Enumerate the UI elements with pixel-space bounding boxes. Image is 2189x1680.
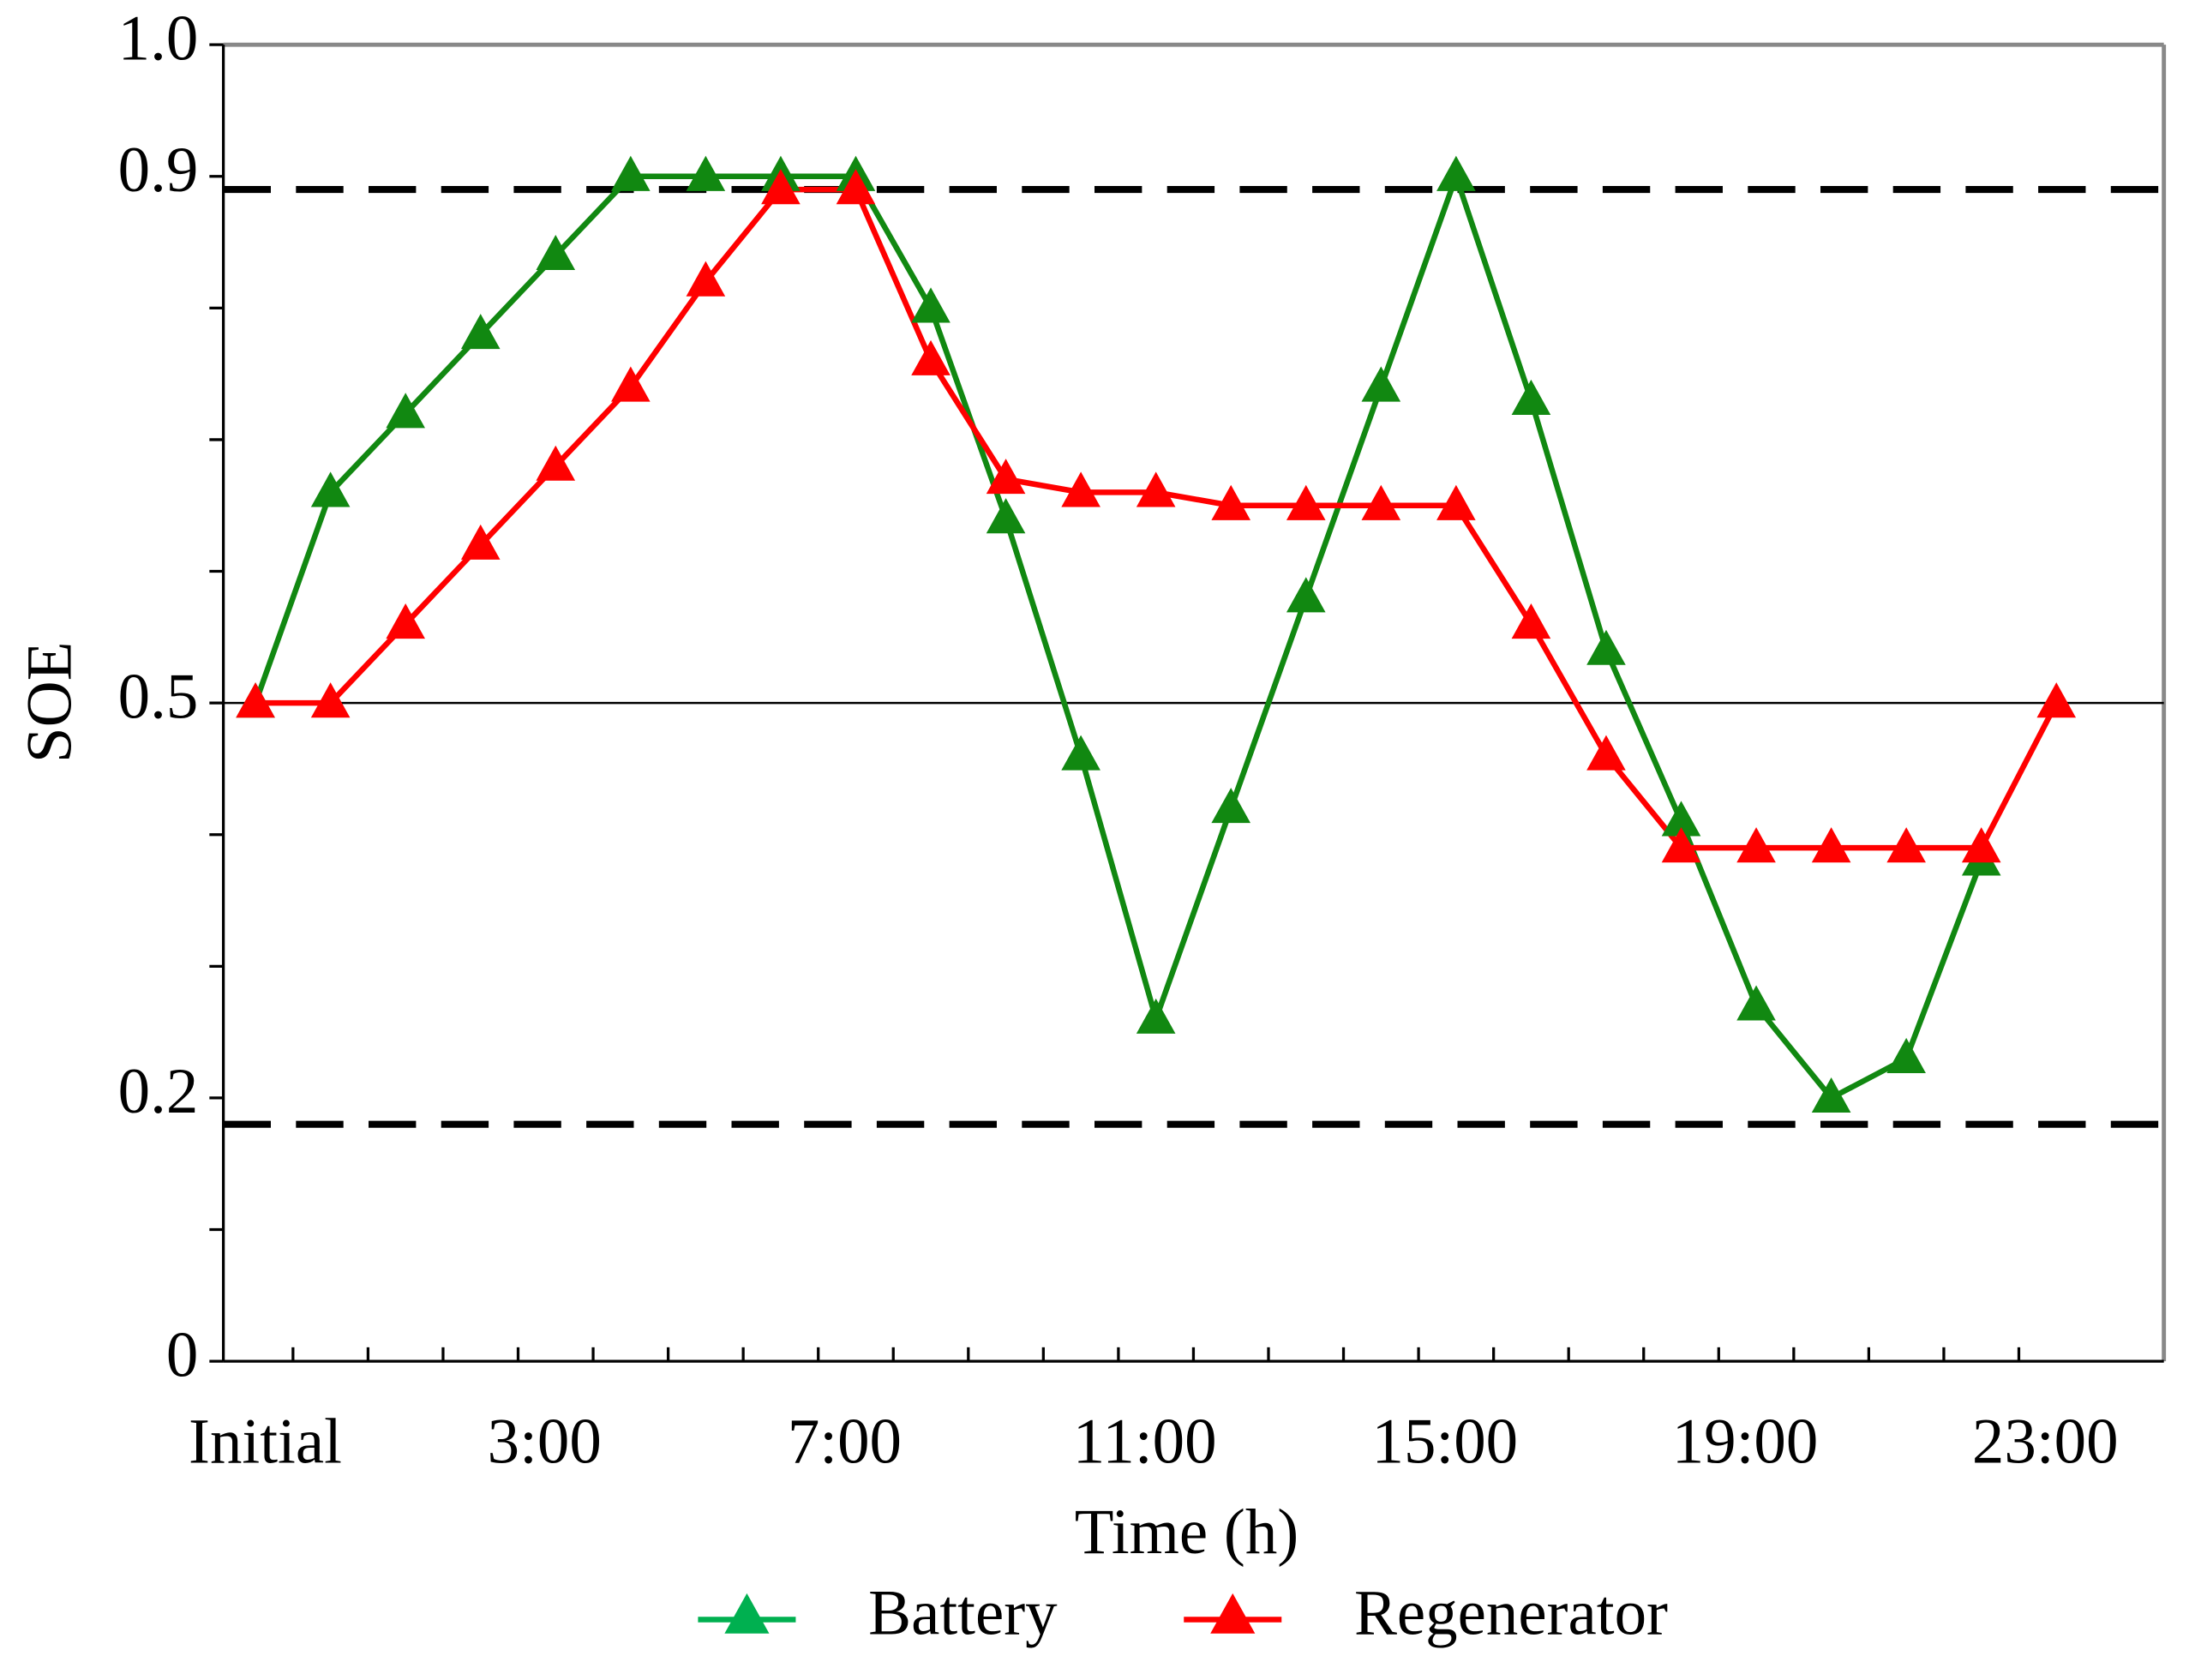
- data-point: [986, 498, 1026, 534]
- data-point: [1136, 998, 1176, 1034]
- x-tick-label: 11:00: [1073, 1406, 1217, 1477]
- legend-label: Battery: [868, 1578, 1058, 1649]
- series-line: [253, 173, 1984, 1101]
- data-point: [1511, 603, 1551, 639]
- data-point: [1361, 366, 1401, 402]
- legend-label: Regenerator: [1354, 1578, 1668, 1649]
- data-point: [1286, 484, 1326, 520]
- data-point: [1811, 1077, 1851, 1113]
- data-point: [1211, 484, 1251, 520]
- x-tick-label: 7:00: [788, 1406, 902, 1477]
- y-tick-label: 0.5: [118, 661, 199, 732]
- data-point: [1436, 484, 1476, 520]
- y-axis-label: SOE: [14, 642, 85, 764]
- x-tick-label: 3:00: [488, 1406, 602, 1477]
- data-point: [1211, 788, 1251, 824]
- data-point: [536, 445, 576, 481]
- data-point: [911, 339, 951, 375]
- data-point: [536, 234, 576, 270]
- x-tick-label: 19:00: [1672, 1406, 1819, 1477]
- data-point: [310, 471, 351, 507]
- data-point: [1286, 577, 1326, 613]
- y-tick-label: 1.0: [118, 3, 199, 74]
- data-point: [1661, 801, 1701, 837]
- data-point: [1661, 827, 1701, 863]
- data-point: [1736, 827, 1776, 863]
- data-point: [2036, 682, 2077, 718]
- legend-marker: [1210, 1593, 1256, 1634]
- data-point: [460, 524, 501, 560]
- data-point: [310, 682, 351, 718]
- data-point: [1961, 827, 2001, 863]
- x-tick-label: 15:00: [1372, 1406, 1519, 1477]
- data-point: [1511, 379, 1551, 415]
- data-point: [1736, 985, 1776, 1021]
- data-point: [1586, 629, 1626, 665]
- data-point: [1886, 827, 1926, 863]
- y-tick-label: 0.2: [118, 1056, 199, 1127]
- data-point: [911, 287, 951, 323]
- y-tick-label: 0: [166, 1319, 198, 1390]
- x-tick-label: Initial: [189, 1406, 342, 1477]
- data-point: [611, 366, 651, 402]
- x-tick-label: 23:00: [1972, 1406, 2119, 1477]
- data-point: [686, 261, 726, 297]
- data-point: [686, 155, 726, 191]
- data-point: [386, 393, 425, 429]
- data-point: [1436, 155, 1476, 191]
- data-point: [986, 459, 1026, 495]
- data-point: [1061, 471, 1100, 507]
- data-point: [1136, 471, 1176, 507]
- data-point: [1361, 484, 1401, 520]
- data-point: [386, 603, 425, 639]
- data-point: [761, 169, 801, 205]
- legend-marker: [724, 1593, 770, 1634]
- data-point: [1586, 735, 1626, 771]
- data-point: [460, 314, 501, 350]
- data-point: [1061, 735, 1100, 771]
- data-point: [1886, 1037, 1926, 1073]
- y-tick-label: 0.9: [118, 135, 199, 206]
- data-point: [611, 155, 651, 191]
- data-point: [1811, 827, 1851, 863]
- data-point: [836, 169, 876, 205]
- x-axis-label: Time (h): [1075, 1497, 1299, 1568]
- data-point: [236, 682, 275, 718]
